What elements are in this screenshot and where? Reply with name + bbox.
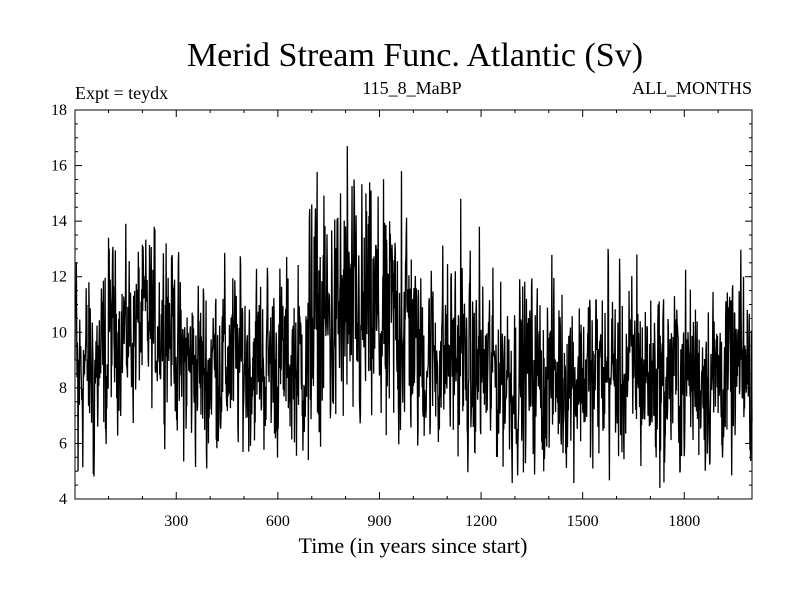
y-tick-label: 4 bbox=[59, 491, 67, 508]
x-tick-label: 300 bbox=[164, 513, 188, 530]
y-tick-label: 6 bbox=[59, 435, 67, 452]
x-axis-label: Time (in years since start) bbox=[299, 533, 528, 558]
series-line bbox=[74, 146, 753, 488]
period-label: 115_8_MaBP bbox=[362, 78, 461, 98]
y-tick-label: 16 bbox=[51, 158, 67, 175]
experiment-label: Expt = teydx bbox=[75, 83, 168, 103]
x-tick-label: 600 bbox=[266, 513, 290, 530]
months-label: ALL_MONTHS bbox=[632, 78, 752, 98]
x-tick-label: 1800 bbox=[668, 513, 700, 530]
y-tick-label: 12 bbox=[51, 269, 67, 286]
chart-title: Merid Stream Func. Atlantic (Sv) bbox=[187, 37, 643, 74]
x-tick-label: 1200 bbox=[465, 513, 497, 530]
plot-frame bbox=[74, 109, 753, 500]
series-group bbox=[74, 146, 753, 488]
y-tick-label: 10 bbox=[51, 324, 67, 341]
y-tick-label: 8 bbox=[59, 380, 67, 397]
y-tick-label: 14 bbox=[51, 213, 67, 230]
x-tick-label: 1500 bbox=[567, 513, 599, 530]
x-tick-label: 900 bbox=[367, 513, 391, 530]
y-tick-label: 18 bbox=[51, 102, 67, 119]
